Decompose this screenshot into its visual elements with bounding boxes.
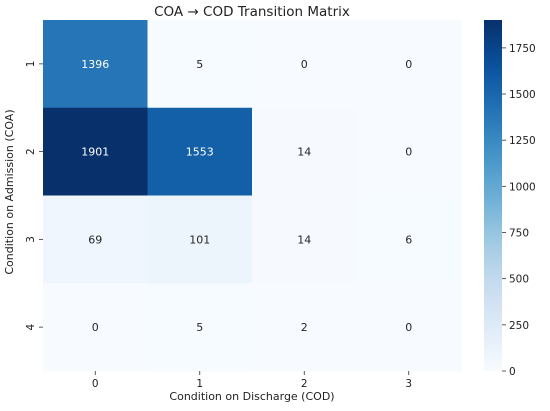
heatmap-cell	[43, 195, 148, 284]
cell-value-label: 5	[196, 58, 203, 71]
heatmap-cell	[252, 195, 357, 284]
cell-value-label: 0	[92, 321, 99, 334]
cell-value-label: 14	[297, 233, 311, 246]
colorbar-tick-label: 1500	[509, 89, 536, 101]
heatmap-cell	[43, 107, 148, 196]
colorbar-tick-label: 750	[509, 228, 529, 240]
cell-value-label: 1553	[186, 146, 214, 159]
cell-value-label: 14	[297, 146, 311, 159]
heatmap-cell	[43, 283, 148, 372]
heatmap-cell	[356, 283, 462, 372]
heatmap-cell	[147, 283, 253, 372]
heatmap-cell	[252, 283, 357, 372]
cell-value-label: 1901	[81, 146, 109, 159]
chart-title: COA → COD Transition Matrix	[154, 4, 350, 20]
heatmap-cell	[147, 107, 253, 196]
heatmap-cell	[43, 20, 148, 109]
cell-annotations: 1396 5 0 0 1901 1553 14 0 69 101 14 6 0 5 2 0	[81, 58, 412, 334]
cell-value-label: 5	[196, 321, 203, 334]
colorbar-ticks: 0 250 500 750 1000 1250 1500 1750	[502, 43, 536, 378]
y-axis-label: Condition on Admission (COA)	[3, 109, 16, 274]
heatmap-cell	[356, 20, 462, 109]
cell-value-label: 0	[301, 58, 308, 71]
cell-value-label: 0	[405, 321, 412, 334]
heatmap-cell	[147, 20, 253, 109]
cell-value-label: 101	[189, 233, 210, 246]
heatmap-cell	[356, 195, 462, 284]
colorbar-tick-label: 0	[509, 366, 516, 378]
colorbar-tick-label: 250	[509, 320, 529, 332]
colorbar-gradient	[484, 20, 502, 371]
colorbar-tick-label: 1250	[509, 135, 536, 147]
colorbar: 0 250 500 750 1000 1250 1500 1750	[484, 20, 536, 378]
y-tick-label: 4	[25, 323, 37, 330]
y-tick-label: 2	[25, 148, 37, 155]
x-axis-label: Condition on Discharge (COD)	[169, 390, 334, 403]
x-tick-label: 0	[92, 378, 99, 390]
y-tick-label: 3	[25, 236, 37, 243]
colorbar-tick-label: 500	[509, 274, 529, 286]
x-tick-label: 3	[405, 378, 412, 390]
heatmap-cell	[147, 195, 253, 284]
x-tick-label: 1	[196, 378, 203, 390]
cell-value-label: 2	[301, 321, 308, 334]
cell-value-label: 1396	[81, 58, 109, 71]
cell-value-label: 69	[88, 233, 102, 246]
cell-value-label: 0	[405, 58, 412, 71]
cell-value-label: 0	[405, 146, 412, 159]
cell-value-label: 6	[405, 233, 412, 246]
x-axis: 0 1 2 3	[92, 371, 412, 390]
x-tick-label: 2	[301, 378, 308, 390]
y-axis: 1 2 3 4	[25, 61, 43, 330]
colorbar-tick-label: 1000	[509, 181, 536, 193]
heatmap-cells	[43, 20, 462, 372]
heatmap-cell	[356, 107, 462, 196]
colorbar-tick-label: 1750	[509, 43, 536, 55]
heatmap-cell	[252, 20, 357, 109]
y-tick-label: 1	[25, 61, 37, 68]
heatmap-cell	[252, 107, 357, 196]
